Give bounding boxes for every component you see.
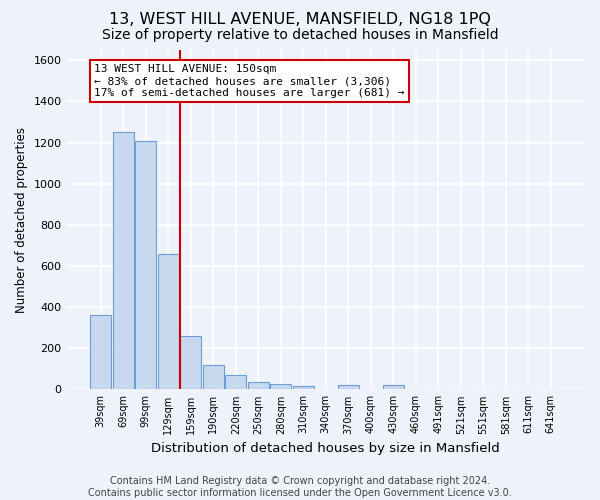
Bar [248, 382, 269, 390]
Bar [383, 386, 404, 390]
Bar [135, 140, 157, 390]
Text: 13 WEST HILL AVENUE: 150sqm
← 83% of detached houses are smaller (3,306)
17% of : 13 WEST HILL AVENUE: 150sqm ← 83% of det… [94, 64, 404, 98]
Text: Contains HM Land Registry data © Crown copyright and database right 2024.
Contai: Contains HM Land Registry data © Crown c… [88, 476, 512, 498]
Bar [90, 316, 112, 390]
Bar [338, 386, 359, 390]
Text: 13, WEST HILL AVENUE, MANSFIELD, NG18 1PQ: 13, WEST HILL AVENUE, MANSFIELD, NG18 1P… [109, 12, 491, 28]
Bar [158, 254, 179, 390]
Text: Size of property relative to detached houses in Mansfield: Size of property relative to detached ho… [101, 28, 499, 42]
Bar [180, 336, 202, 390]
Bar [225, 375, 247, 390]
Y-axis label: Number of detached properties: Number of detached properties [15, 126, 28, 312]
Bar [113, 132, 134, 390]
Bar [293, 386, 314, 390]
Bar [270, 384, 292, 390]
Bar [203, 364, 224, 390]
X-axis label: Distribution of detached houses by size in Mansfield: Distribution of detached houses by size … [151, 442, 500, 455]
